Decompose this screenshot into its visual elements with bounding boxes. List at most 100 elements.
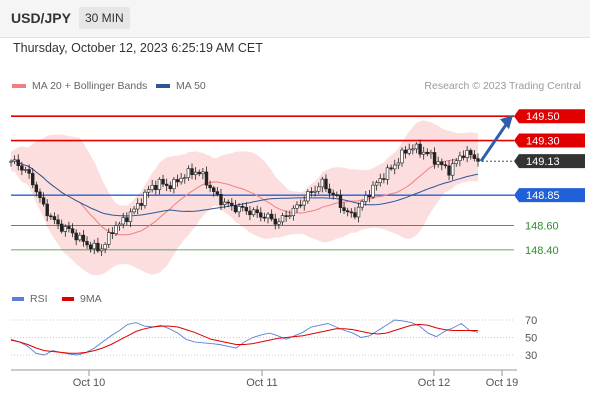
candle-up — [450, 163, 455, 176]
legend-ma20-label: MA 20 + Bollinger Bands — [32, 80, 148, 92]
candle-down — [476, 158, 480, 162]
candle-down — [432, 152, 437, 165]
price-tag-2 — [514, 154, 585, 169]
candle-down — [335, 194, 339, 196]
candle-down — [273, 218, 277, 225]
legend-ma20: MA 20 + Bollinger Bands — [12, 80, 147, 92]
candle-down — [353, 212, 357, 218]
candle-up — [356, 206, 361, 218]
candle-up — [201, 171, 205, 175]
candle-up — [92, 242, 96, 250]
candle-up — [266, 213, 270, 219]
candle-down — [230, 202, 234, 206]
candle-down — [16, 159, 20, 166]
candle-down — [331, 192, 335, 195]
candle-up — [222, 201, 227, 206]
candle-up — [172, 179, 176, 189]
candle-down — [45, 203, 49, 217]
rsi-ma-line — [10, 323, 478, 354]
candle-down — [164, 183, 169, 186]
candle-down — [74, 232, 78, 241]
candle-down — [298, 204, 303, 207]
candle-up — [407, 148, 411, 154]
candle-down — [81, 234, 86, 242]
legend-9ma-label: 9MA — [80, 293, 102, 305]
header-bar: USD/JPY 30 MIN — [0, 0, 590, 38]
price-tag-0 — [514, 109, 585, 124]
candle-up — [421, 151, 426, 155]
candle-down — [31, 173, 35, 186]
candle-up — [465, 150, 469, 158]
ma50-swatch — [156, 84, 170, 89]
credit-text: Research © 2023 Trading Central — [424, 80, 581, 92]
candle-up — [400, 149, 404, 164]
candle-up — [385, 167, 390, 180]
candle-up — [136, 203, 140, 210]
candle-up — [320, 178, 325, 188]
candle-up — [121, 217, 125, 225]
rsi-line — [10, 319, 479, 356]
candle-down — [168, 185, 172, 189]
candle-down — [389, 167, 393, 170]
candle-up — [302, 200, 306, 206]
candle-down — [240, 206, 245, 208]
candle-up — [454, 160, 458, 165]
candle-up — [128, 211, 133, 222]
candle-down — [49, 215, 53, 218]
candle-up — [143, 191, 147, 206]
candle-down — [309, 191, 314, 193]
x-tick-label: Oct 11 — [246, 377, 278, 389]
x-tick-label: Oct 10 — [73, 377, 105, 389]
candle-up — [317, 186, 321, 192]
candle-down — [85, 241, 89, 246]
candle-up — [146, 189, 151, 193]
candle-down — [284, 215, 288, 217]
candle-up — [414, 143, 419, 150]
candle-down — [440, 161, 444, 166]
candle-down — [215, 191, 220, 195]
candle-down — [161, 178, 165, 185]
legend-9ma: 9MA — [62, 293, 102, 305]
candle-down — [461, 155, 466, 158]
candle-down — [110, 232, 115, 235]
candle-down — [197, 171, 201, 175]
candle-down — [38, 191, 42, 198]
candle-down — [338, 194, 343, 208]
legend-rsi: RSI — [12, 293, 48, 305]
candle-up — [99, 248, 104, 252]
candle-up — [371, 184, 375, 198]
x-tick-label: Oct 19 — [486, 377, 518, 389]
candle-up — [186, 168, 191, 178]
candle-up — [393, 164, 397, 170]
candle-up — [157, 178, 162, 190]
candle-down — [154, 185, 158, 190]
timeframe-button[interactable]: 30 MIN — [79, 7, 130, 29]
candle-up — [378, 178, 382, 184]
candle-up — [295, 204, 299, 209]
candles — [9, 139, 480, 257]
candle-down — [262, 216, 267, 219]
candle-down — [41, 197, 46, 205]
candle-down — [27, 169, 31, 174]
candle-down — [226, 201, 230, 204]
price-label-1: 149.30 — [526, 136, 560, 148]
candle-down — [219, 193, 223, 206]
candle-up — [107, 232, 111, 245]
candle-down — [190, 168, 194, 176]
trend-arrow-shaft — [479, 122, 509, 163]
candle-up — [237, 206, 241, 213]
candle-up — [313, 190, 317, 193]
candle-down — [469, 150, 473, 156]
candle-down — [212, 187, 216, 192]
bollinger-band — [11, 120, 478, 276]
candle-down — [367, 195, 372, 198]
candle-down — [349, 211, 353, 214]
trend-arrow-head — [500, 115, 513, 130]
candle-up — [103, 244, 107, 250]
candle-down — [125, 217, 129, 222]
ma20-line — [10, 156, 479, 236]
legend-rsi-label: RSI — [30, 293, 48, 305]
candle-up — [396, 162, 401, 166]
candle-down — [403, 149, 408, 154]
candle-up — [78, 234, 82, 241]
